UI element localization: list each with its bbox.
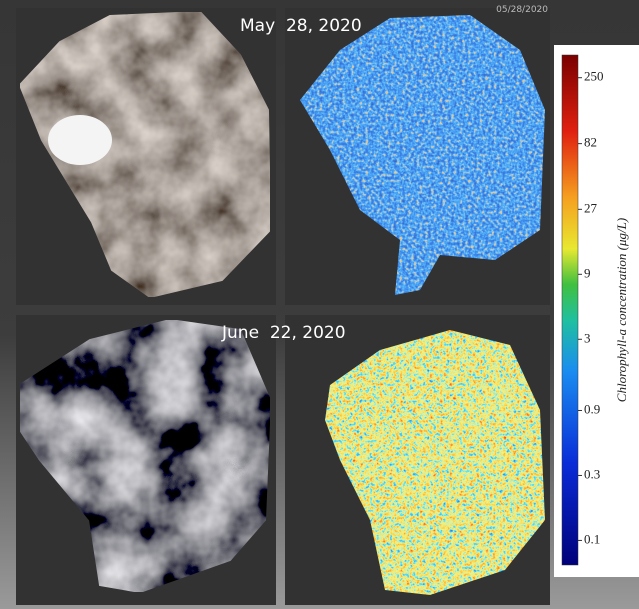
timestamp: 05/28/2020: [496, 5, 548, 15]
colorbar-tick-label: 82: [584, 135, 597, 150]
colorbar-tick-label: 0.3: [584, 466, 600, 481]
colorbar-tick-label: 0.1: [584, 531, 600, 546]
chlorophyll-map: [300, 15, 545, 295]
satellite-image: [19, 318, 272, 594]
colorbar-label: Chlorophyll-a concentration (μg/L): [614, 218, 629, 402]
colorbar-tick-label: 3: [584, 330, 591, 345]
date-label: June 22, 2020: [221, 323, 346, 343]
colorbar-tick-label: 0.9: [584, 401, 600, 416]
colorbar: [561, 54, 579, 566]
chlorophyll-map: [325, 330, 545, 595]
satellite-image: [18, 10, 272, 299]
colorbar-tick-label: 27: [584, 200, 598, 215]
cloud: [48, 115, 112, 165]
colorbar-tick-label: 9: [584, 265, 591, 280]
colorbar-tick-label: 250: [584, 69, 604, 84]
date-label: May 28, 2020: [240, 16, 362, 36]
